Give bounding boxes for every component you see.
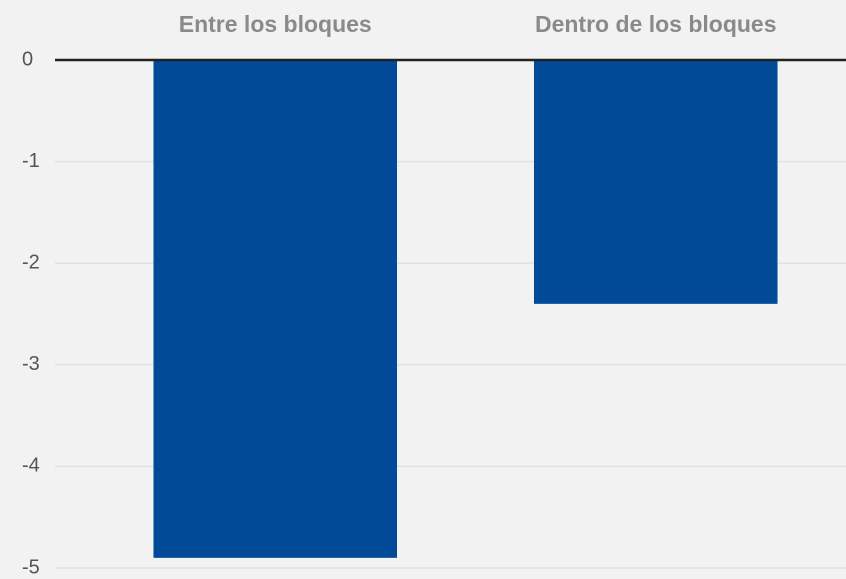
- x-tick-label: Dentro de los bloques: [535, 11, 777, 37]
- y-tick-label: -5: [22, 556, 40, 578]
- bar: [153, 60, 398, 558]
- y-tick-label: -2: [22, 251, 40, 273]
- bar: [533, 60, 778, 304]
- x-tick-label: Entre los bloques: [179, 11, 372, 37]
- y-tick-label: 0: [22, 48, 33, 70]
- y-tick-label: -3: [22, 353, 40, 375]
- y-tick-label: -4: [22, 455, 40, 477]
- y-tick-label: -1: [22, 150, 40, 172]
